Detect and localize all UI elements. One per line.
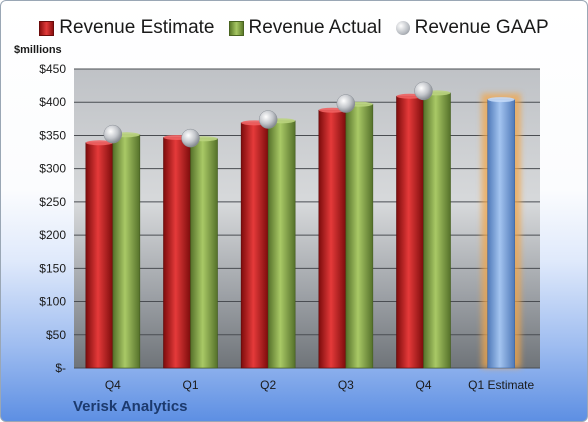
marker-revenue-gaap (336, 94, 356, 113)
bar-revenue-projection (487, 99, 515, 369)
bar-cap-revenue-estimate (85, 140, 113, 146)
bar-revenue-estimate (240, 122, 269, 369)
y-tick-label: $400 (39, 95, 66, 109)
x-tick-label: Q1 Estimate (468, 378, 534, 392)
legend-label-actual: Revenue Actual (248, 17, 382, 38)
y-tick-label: $450 (39, 62, 66, 76)
bar-revenue-actual (345, 103, 374, 369)
bar-cap-revenue-projection (487, 97, 515, 103)
y-tick-label: $350 (39, 128, 66, 142)
legend-label-estimate: Revenue Estimate (59, 17, 215, 38)
legend: Revenue Estimate Revenue Actual Revenue … (1, 13, 587, 43)
bar-revenue-estimate (163, 137, 191, 369)
bar-revenue-actual (112, 134, 141, 369)
bar-revenue-estimate (396, 95, 424, 369)
legend-item-actual: Revenue Actual (228, 17, 382, 39)
gray-sphere-swatch-icon (395, 21, 410, 35)
y-tick-label: $250 (39, 195, 66, 209)
bar-revenue-actual (267, 120, 296, 369)
legend-item-gaap: Revenue GAAP (395, 17, 549, 39)
plot-area (74, 69, 540, 368)
green-bar-swatch-icon (228, 20, 244, 36)
x-tick-label: Q1 (182, 378, 198, 392)
x-tick-label: Q4 (415, 378, 431, 392)
y-tick-label: $50 (46, 328, 66, 342)
marker-revenue-gaap (181, 128, 200, 148)
red-bar-swatch-icon (39, 20, 55, 36)
y-tick-label: $100 (39, 295, 66, 309)
bar-revenue-actual (423, 92, 451, 369)
marker-revenue-gaap (103, 124, 123, 144)
legend-label-gaap: Revenue GAAP (414, 17, 549, 38)
bar-revenue-estimate (318, 109, 347, 369)
y-tick-label: $300 (39, 162, 66, 176)
x-tick-label: Q2 (260, 378, 276, 392)
marker-revenue-gaap (414, 81, 433, 101)
marker-revenue-gaap (258, 110, 278, 129)
y-axis-unit-label: $millions (14, 44, 62, 56)
company-name: Verisk Analytics (73, 398, 188, 415)
bar-revenue-estimate (85, 142, 114, 369)
x-tick-label: Q4 (105, 378, 121, 392)
y-tick-label: $- (55, 361, 66, 375)
legend-item-estimate: Revenue Estimate (39, 17, 215, 39)
y-tick-label: $200 (39, 228, 66, 242)
x-tick-label: Q3 (338, 378, 354, 392)
bar-revenue-actual (190, 138, 218, 369)
y-tick-label: $150 (39, 261, 66, 275)
